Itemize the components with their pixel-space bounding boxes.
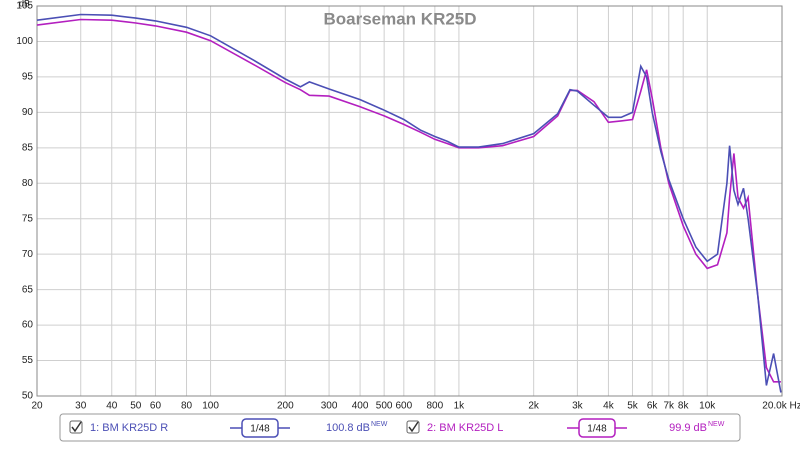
y-tick-label: 100	[16, 36, 33, 47]
x-tick-label: 4k	[603, 401, 615, 412]
legend-name: 1: BM KR25D R	[90, 422, 168, 434]
level-tag: NEW	[371, 421, 388, 428]
x-tick-label: 20	[31, 401, 43, 412]
x-tick-label: 400	[352, 401, 369, 412]
y-tick-label: 50	[22, 391, 34, 402]
x-tick-label: 7k	[663, 401, 675, 412]
y-tick-label: 55	[22, 355, 34, 366]
y-tick-label: 85	[22, 142, 34, 153]
x-tick-label: 1k	[454, 401, 466, 412]
level-tag: NEW	[708, 421, 725, 428]
y-tick-label: 65	[22, 284, 34, 295]
smoothing-label: 1/48	[250, 424, 270, 435]
x-tick-label: 100	[202, 401, 219, 412]
legend-panel	[59, 413, 741, 442]
series-line	[36, 13, 782, 393]
y-tick-label: 90	[22, 107, 34, 118]
x-tick-label: 30	[75, 401, 87, 412]
y-tick-label: 70	[22, 249, 34, 260]
smoothing-box[interactable]	[241, 418, 279, 438]
y-tick-label: 80	[22, 178, 34, 189]
x-tick-label: 500	[376, 401, 393, 412]
y-axis-label: dB	[19, 0, 30, 8]
plot-frame	[36, 5, 783, 397]
y-tick-label: 75	[22, 213, 34, 224]
x-tick-label: 3k	[572, 401, 584, 412]
x-tick-label: 600	[395, 401, 412, 412]
level-label: 99.9 dB	[669, 422, 707, 434]
x-tick-label: 20.0k Hz	[762, 401, 800, 412]
x-tick-label: 200	[277, 401, 294, 412]
legend-name: 2: BM KR25D L	[427, 422, 503, 434]
check-mark	[408, 421, 419, 433]
chart-title: Boarseman KR25D	[323, 9, 476, 28]
x-tick-label: 300	[321, 401, 338, 412]
x-tick-label: 8k	[678, 401, 690, 412]
x-tick-label: 6k	[647, 401, 659, 412]
x-tick-label: 800	[427, 401, 444, 412]
x-tick-label: 40	[106, 401, 118, 412]
x-tick-label: 2k	[528, 401, 540, 412]
y-tick-label: 60	[22, 320, 34, 331]
x-tick-label: 80	[181, 401, 193, 412]
x-tick-label: 10k	[699, 401, 716, 412]
y-tick-label: 105	[16, 1, 33, 12]
x-tick-label: 50	[130, 401, 142, 412]
smoothing-box[interactable]	[578, 418, 616, 438]
y-tick-label: 95	[22, 72, 34, 83]
level-label: 100.8 dB	[326, 422, 370, 434]
smoothing-label: 1/48	[587, 424, 607, 435]
check-mark	[71, 421, 82, 433]
x-tick-label: 60	[150, 401, 162, 412]
x-tick-label: 5k	[627, 401, 639, 412]
